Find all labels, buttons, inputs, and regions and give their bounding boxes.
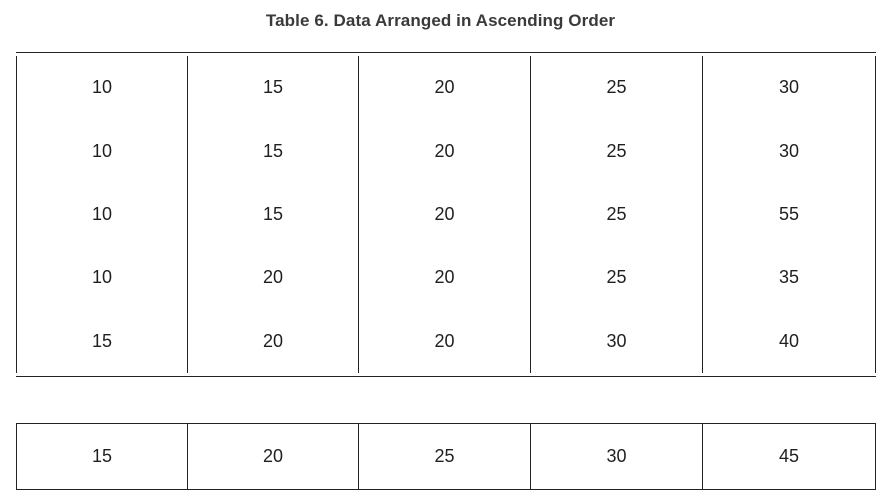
table-cell: 25 <box>531 119 703 183</box>
table-cell: 10 <box>16 246 188 310</box>
table-cell: 10 <box>16 56 188 120</box>
table-cell: 30 <box>703 56 876 120</box>
table-cell: 20 <box>188 309 359 373</box>
table-cell: 40 <box>703 309 876 373</box>
table-cell: 20 <box>359 119 531 183</box>
table-cell: 15 <box>188 119 359 183</box>
table-cell: 15 <box>188 56 359 120</box>
table-title: Table 6. Data Arranged in Ascending Orde… <box>265 11 616 30</box>
table-cell: 25 <box>531 182 703 247</box>
table-cell: 25 <box>531 56 703 120</box>
table-cell: 20 <box>359 246 531 310</box>
table-cell: 35 <box>703 246 876 310</box>
table-cell: 30 <box>531 309 703 373</box>
table-cell: 10 <box>16 119 188 183</box>
table-cell: 25 <box>359 424 531 489</box>
table-cell: 30 <box>531 424 703 489</box>
table-cell: 30 <box>703 119 876 183</box>
table-cell: 20 <box>359 309 531 373</box>
table-cell: 20 <box>359 182 531 247</box>
main-data-table: 10 15 20 25 30 10 15 20 25 30 10 15 20 25 55 10 20 20 25 35… <box>16 52 876 377</box>
table-cell: 25 <box>531 246 703 310</box>
table-cell: 45 <box>703 424 876 489</box>
table-cell: 15 <box>16 309 188 373</box>
table-cell: 20 <box>188 424 359 489</box>
table-cell: 20 <box>359 56 531 120</box>
table-cell: 15 <box>188 182 359 247</box>
secondary-data-table: 15 20 25 30 45 <box>16 423 876 490</box>
table-cell: 20 <box>188 246 359 310</box>
table-cell: 10 <box>16 182 188 247</box>
table-cell: 55 <box>703 182 876 247</box>
table-cell: 15 <box>16 424 188 489</box>
